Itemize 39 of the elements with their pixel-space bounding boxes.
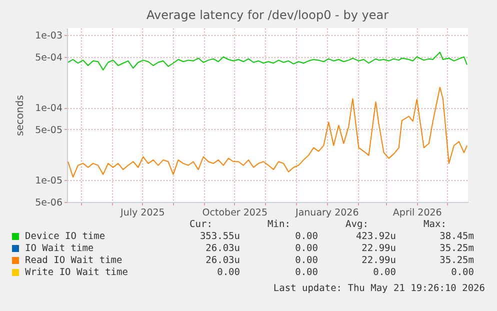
y-tick-label: 5e-04: [35, 52, 62, 64]
line-series: [68, 52, 468, 70]
text: 38.45m: [438, 231, 474, 243]
text: 0.00: [216, 267, 240, 279]
y-tick-label: 5e-06: [35, 198, 62, 208]
text: 35.25m: [438, 243, 474, 255]
y-tick-label: 5e-05: [35, 124, 62, 136]
y-axis-title: seconds: [15, 95, 26, 136]
legend-label: Write IO Wait time: [24, 267, 129, 279]
text: Cur:: [188, 219, 214, 231]
text: 0.00: [294, 231, 318, 243]
text: 22.99u: [360, 243, 396, 255]
chart-title: Average latency for /dev/loop0 - by year: [146, 8, 389, 22]
y-tick-label: 1e-05: [35, 176, 62, 187]
y-tick-label: 1e-04: [35, 103, 62, 114]
text: 26.03u: [204, 255, 240, 267]
text: 0.00: [294, 255, 318, 267]
x-tick-label: January 2026: [294, 208, 359, 218]
text: 0.00: [372, 267, 396, 279]
text: 0.00: [294, 267, 318, 279]
legend-label: IO Wait time: [24, 243, 95, 255]
text: 423.92u: [354, 231, 396, 243]
x-tick-label: April 2026: [392, 208, 442, 218]
y-tick-label: 1e-03: [35, 30, 62, 42]
text: 0.00: [294, 243, 318, 255]
legend-label: Device IO time: [24, 231, 106, 243]
text: Last update: Thu May 21 19:26:10 2026: [273, 283, 485, 294]
text: Min:: [266, 219, 292, 231]
text: 0.00: [450, 267, 474, 279]
text: 22.99u: [360, 255, 396, 267]
line-series: [68, 86, 468, 178]
text: Avg:: [344, 219, 370, 231]
text: 353.55u: [198, 231, 240, 243]
x-tick-label: July 2025: [120, 208, 165, 218]
text: 26.03u: [204, 243, 240, 255]
legend-label: Read IO Wait time: [24, 255, 124, 267]
x-tick-label: October 2025: [202, 208, 268, 218]
text: 35.25m: [438, 255, 474, 267]
text: Max:: [422, 219, 448, 231]
